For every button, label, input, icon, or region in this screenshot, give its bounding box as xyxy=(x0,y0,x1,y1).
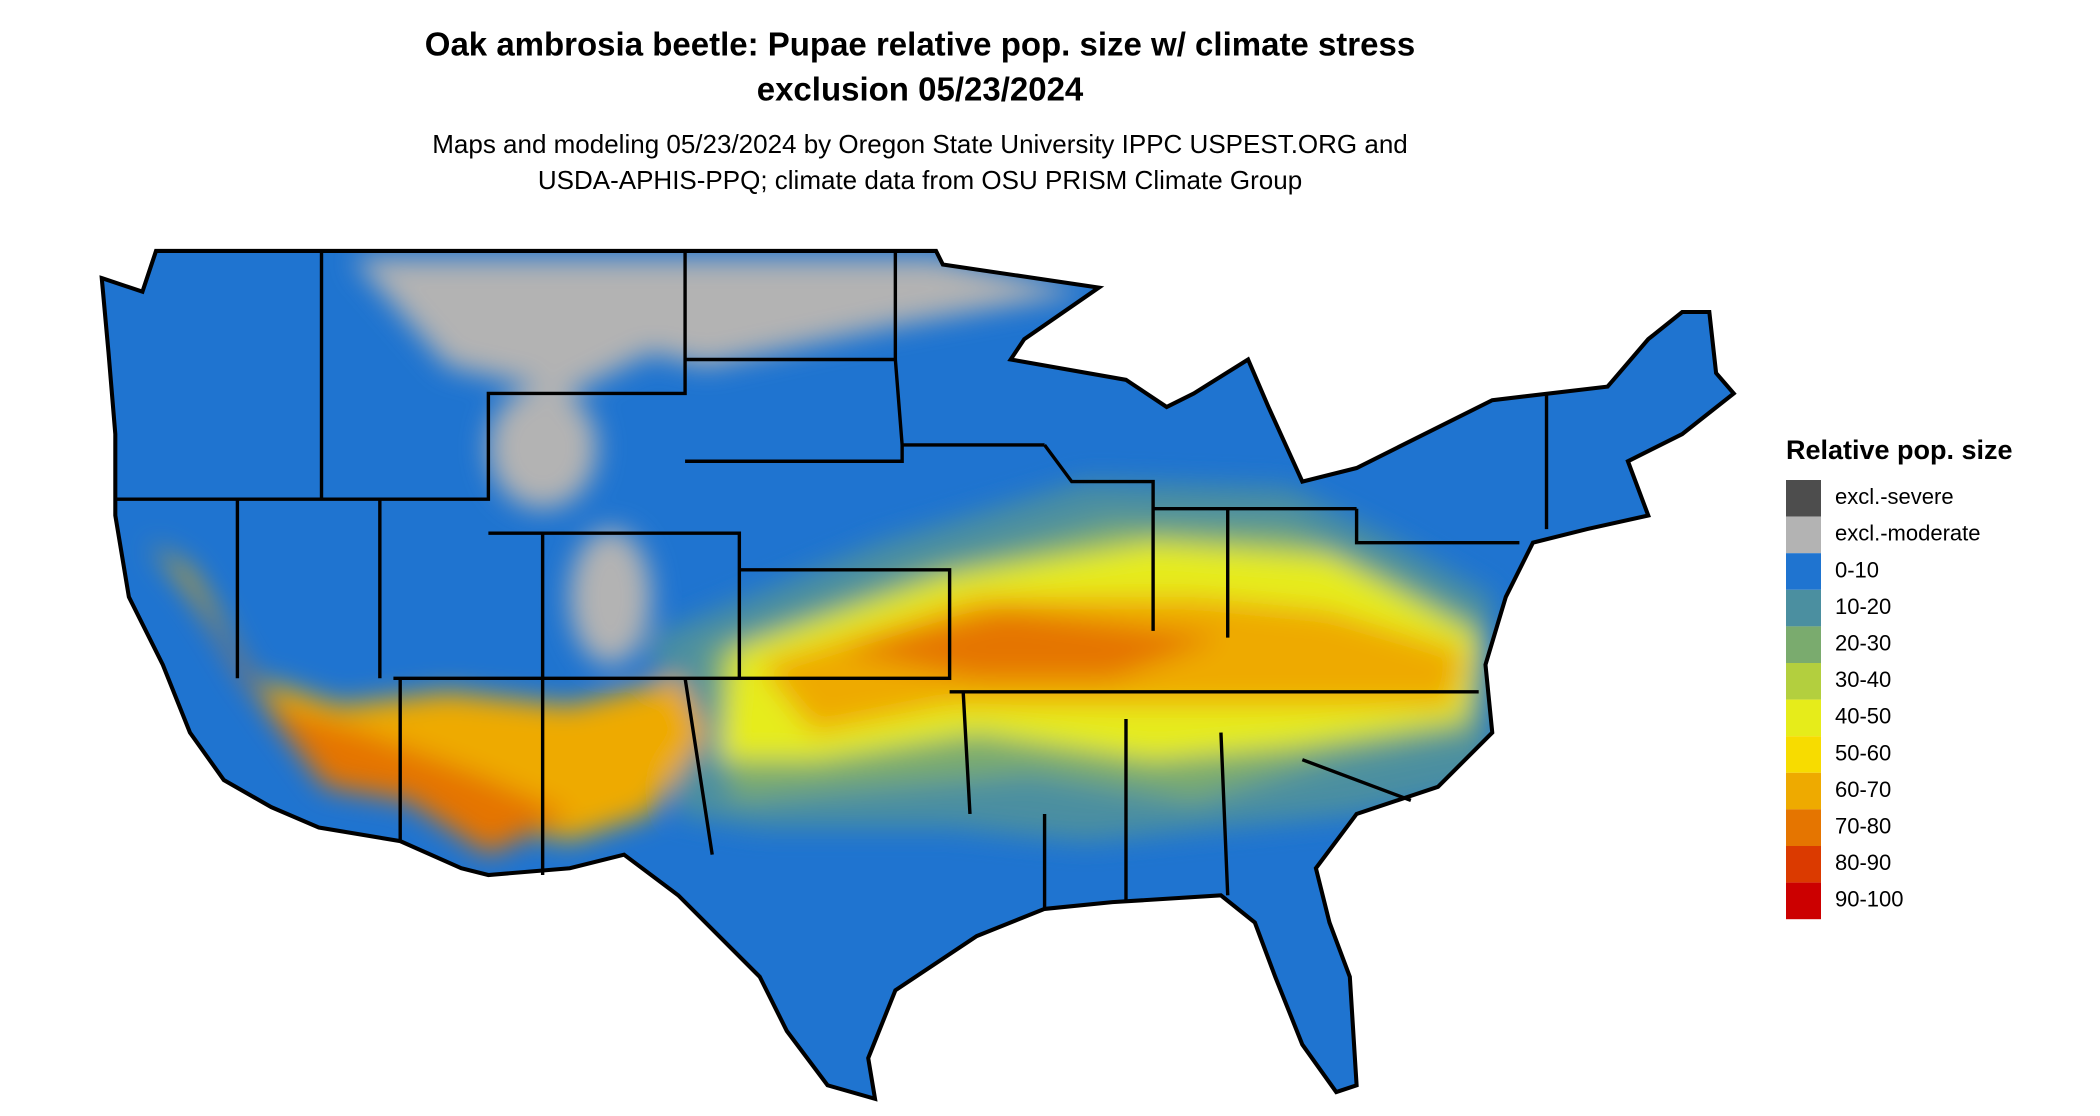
legend: Relative pop. size excl.-severe excl.-mod… xyxy=(1786,435,2013,920)
legend-label: 50-60 xyxy=(1835,740,1891,765)
legend-swatch xyxy=(1786,553,1821,590)
legend-label: 90-100 xyxy=(1835,887,1904,912)
subtitle-line: Maps and modeling 05/23/2024 by Oregon S… xyxy=(432,129,1408,159)
legend-label: 60-70 xyxy=(1835,777,1891,802)
legend-swatch xyxy=(1786,663,1821,700)
legend-swatch xyxy=(1786,882,1821,920)
map-fill xyxy=(101,250,1734,1099)
legend-swatch xyxy=(1786,589,1821,627)
legend-swatch xyxy=(1786,809,1821,846)
legend-title: Relative pop. size xyxy=(1786,435,2013,465)
legend-label: excl.-moderate xyxy=(1835,521,1981,546)
map xyxy=(81,231,1763,1116)
legend-swatch xyxy=(1786,846,1821,883)
legend-label: 70-80 xyxy=(1835,814,1891,839)
legend-label: 20-30 xyxy=(1835,631,1891,656)
title-line: exclusion 05/23/2024 xyxy=(757,71,1084,108)
legend-swatch xyxy=(1786,626,1821,663)
legend-swatch xyxy=(1786,772,1821,810)
state-borders xyxy=(115,250,1549,909)
legend-swatch xyxy=(1786,736,1821,773)
legend-label: 0-10 xyxy=(1835,557,1879,582)
legend-swatch xyxy=(1786,516,1821,554)
legend-label: 80-90 xyxy=(1835,850,1891,875)
legend-label: 40-50 xyxy=(1835,704,1891,729)
legend-label: excl.-severe xyxy=(1835,484,1954,509)
legend-swatch xyxy=(1786,480,1821,517)
legend-label: 30-40 xyxy=(1835,667,1891,692)
title-line: Oak ambrosia beetle: Pupae relative pop.… xyxy=(425,26,1415,63)
header: Oak ambrosia beetle: Pupae relative pop.… xyxy=(425,26,1415,195)
legend-swatch xyxy=(1786,699,1821,737)
subtitle-line: USDA-APHIS-PPQ; climate data from OSU PR… xyxy=(538,165,1302,195)
legend-label: 10-20 xyxy=(1835,594,1891,619)
